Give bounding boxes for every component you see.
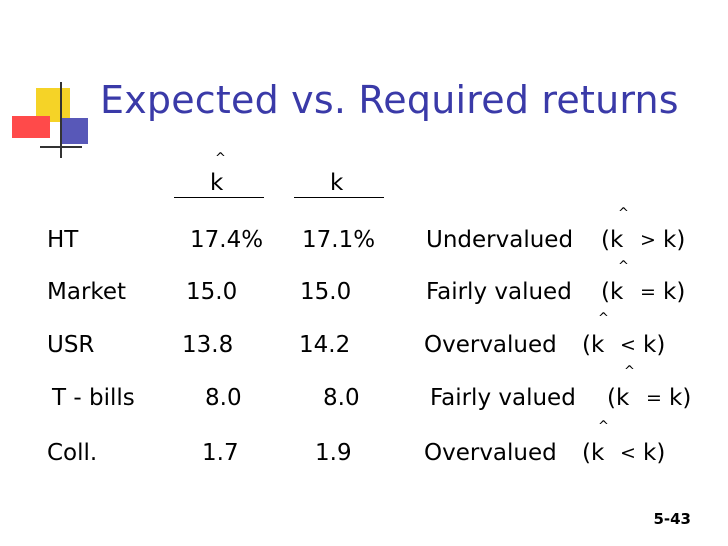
- relation-operator: =: [640, 281, 656, 303]
- expected-return-value: 15.0: [186, 279, 238, 305]
- required-return-value: 17.1%: [302, 227, 376, 253]
- expected-return-value: 17.4%: [190, 227, 264, 253]
- relation-hat-symbol: ^: [618, 259, 629, 274]
- relation-open: (k: [582, 440, 605, 466]
- valuation-label: Fairly valued: [430, 385, 576, 411]
- expected-hat-symbol: ^: [215, 151, 226, 166]
- security-name: HT: [47, 227, 79, 253]
- relation-close: k): [643, 440, 666, 466]
- security-name: T - bills: [52, 385, 135, 411]
- relation-operator: >: [640, 229, 656, 251]
- relation-hat-symbol: ^: [624, 364, 635, 379]
- security-name: Coll.: [47, 440, 98, 466]
- relation-hat-symbol: ^: [598, 311, 609, 326]
- relation-hat-symbol: ^: [598, 419, 609, 434]
- relation-hat-symbol: ^: [618, 206, 629, 221]
- required-return-header: k: [330, 170, 344, 196]
- required-return-value: 8.0: [323, 385, 360, 411]
- required-return-value: 15.0: [300, 279, 352, 305]
- relation-close: k): [663, 279, 686, 305]
- valuation-label: Fairly valued: [426, 279, 572, 305]
- logo-blue-square: [62, 118, 88, 144]
- expected-return-value: 8.0: [205, 385, 242, 411]
- relation-close: k): [663, 227, 686, 253]
- required-header-underline: [294, 197, 384, 198]
- relation-operator: <: [620, 442, 636, 464]
- expected-return-value: 1.7: [202, 440, 239, 466]
- security-name: Market: [47, 279, 127, 305]
- expected-return-value: 13.8: [182, 332, 234, 358]
- relation-close: k): [643, 332, 666, 358]
- relation-open: (k: [601, 227, 624, 253]
- valuation-label: Undervalued: [426, 227, 574, 253]
- page-number: 5-43: [653, 510, 691, 528]
- required-return-value: 1.9: [315, 440, 352, 466]
- relation-close: k): [669, 385, 692, 411]
- slide-title: Expected vs. Required returns: [100, 78, 679, 122]
- logo-red-square: [12, 116, 50, 138]
- valuation-label: Overvalued: [424, 332, 557, 358]
- relation-open: (k: [582, 332, 605, 358]
- required-return-value: 14.2: [299, 332, 351, 358]
- valuation-label: Overvalued: [424, 440, 557, 466]
- relation-open: (k: [607, 385, 630, 411]
- expected-return-header: k: [210, 170, 224, 196]
- relation-open: (k: [601, 279, 624, 305]
- security-name: USR: [47, 332, 95, 358]
- expected-header-underline: [174, 197, 264, 198]
- relation-operator: <: [620, 334, 636, 356]
- logo-vertical-line: [60, 82, 62, 158]
- relation-operator: =: [646, 387, 662, 409]
- logo-horizontal-line: [40, 146, 82, 148]
